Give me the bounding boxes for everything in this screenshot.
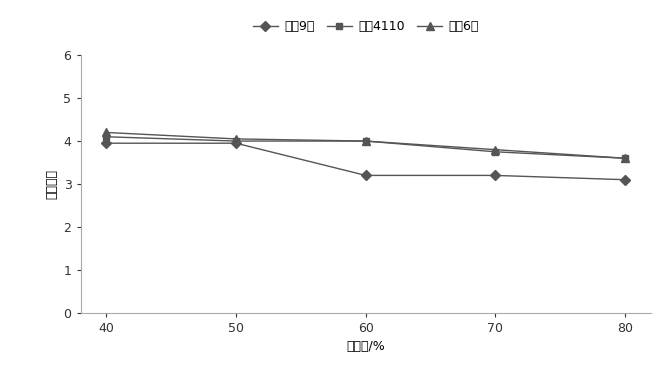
- Y-axis label: 菌落总数: 菌落总数: [45, 169, 58, 199]
- X-axis label: 真空度/%: 真空度/%: [346, 340, 385, 353]
- Legend: 濦麦9号, 偃展4110, 太盰6号: 濦麦9号, 偃展4110, 太盰6号: [248, 15, 484, 38]
